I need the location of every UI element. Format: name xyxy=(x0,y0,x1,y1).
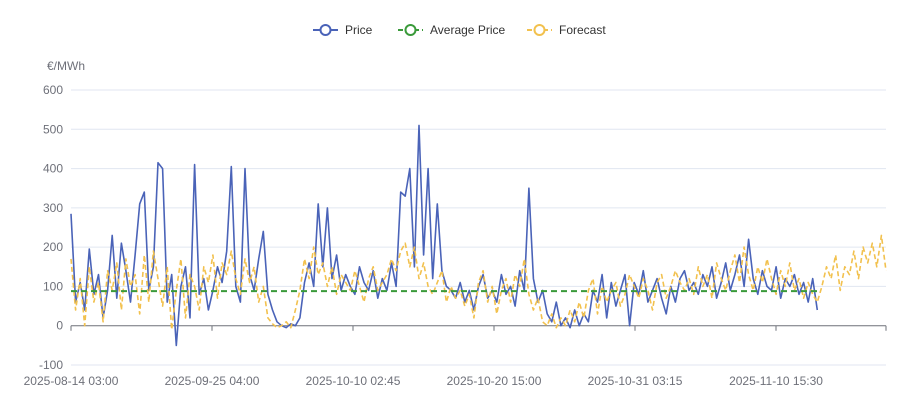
series-line-price xyxy=(70,124,819,347)
x-tick-label: 2025-10-10 02:45 xyxy=(306,374,401,388)
x-tick-label: 2025-09-25 04:00 xyxy=(165,374,260,388)
y-axis-ticks: -100 0 100 200 300 400 500 600 xyxy=(39,83,63,372)
series-lines xyxy=(70,124,887,347)
legend-item-price[interactable]: Price xyxy=(313,23,373,37)
y-tick-label: 400 xyxy=(43,162,63,176)
legend-marker-icon xyxy=(319,24,332,36)
legend-label: Price xyxy=(345,23,373,37)
legend[interactable]: Price Average Price Forecast xyxy=(313,23,606,37)
y-tick-label: 600 xyxy=(43,83,63,97)
y-tick-label: 200 xyxy=(43,240,63,254)
legend-marker-icon xyxy=(404,24,417,36)
y-tick-label: 0 xyxy=(56,319,63,333)
x-tick-label: 2025-10-20 15:00 xyxy=(447,374,542,388)
legend-item-average-price[interactable]: Average Price xyxy=(398,23,505,37)
x-tick-label: 2025-10-31 03:15 xyxy=(588,374,683,388)
x-axis: 2025-08-14 03:00 2025-09-25 04:00 2025-10-… xyxy=(24,325,887,388)
series-line-forecast xyxy=(70,234,887,331)
x-tick-label: 2025-08-14 03:00 xyxy=(24,374,119,388)
legend-label: Forecast xyxy=(559,23,606,37)
x-tick-label: 2025-11-10 15:30 xyxy=(729,374,823,388)
y-axis-label: €/MWh xyxy=(47,59,85,73)
legend-label: Average Price xyxy=(430,23,505,37)
y-tick-label: -100 xyxy=(39,358,63,372)
y-tick-label: 300 xyxy=(43,201,63,215)
y-tick-label: 100 xyxy=(43,279,63,293)
legend-item-forecast[interactable]: Forecast xyxy=(527,23,606,37)
legend-marker-icon xyxy=(533,24,546,36)
y-tick-label: 500 xyxy=(43,122,63,136)
